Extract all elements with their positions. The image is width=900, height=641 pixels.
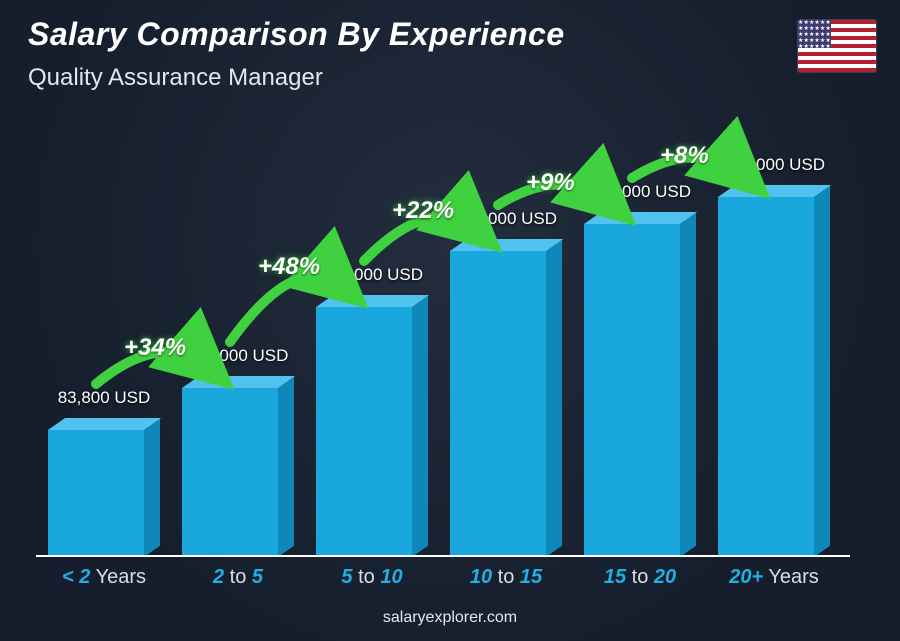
page-title: Salary Comparison By Experience [28, 16, 565, 53]
bar-value-0: 83,800 USD [58, 388, 151, 408]
bar-xlabel-0: < 2 Years [62, 566, 146, 589]
bar-4: 220,000 USD15 to 20 [584, 224, 696, 557]
delta-label-5: +8% [660, 142, 709, 170]
footer-credit: salaryexplorer.com [0, 609, 900, 627]
bar-xlabel-5: 20+ Years [729, 566, 819, 589]
bar-value-5: 238,000 USD [723, 155, 825, 175]
bar-value-3: 202,000 USD [455, 209, 557, 229]
bar-value-1: 112,000 USD [188, 346, 289, 366]
delta-label-1: +34% [124, 334, 186, 362]
salary-bar-chart: 83,800 USD< 2 Years112,000 USD2 to 5165,… [36, 110, 850, 593]
bar-xlabel-2: 5 to 10 [341, 566, 402, 589]
delta-label-3: +22% [392, 197, 454, 225]
bar-1: 112,000 USD2 to 5 [182, 388, 294, 557]
bar-3: 202,000 USD10 to 15 [450, 251, 562, 557]
delta-label-4: +9% [526, 169, 575, 197]
delta-label-2: +48% [258, 253, 320, 281]
bar-0: 83,800 USD< 2 Years [48, 430, 160, 557]
bar-xlabel-1: 2 to 5 [213, 566, 263, 589]
bar-xlabel-4: 15 to 20 [604, 566, 676, 589]
bar-xlabel-3: 10 to 15 [470, 566, 542, 589]
bar-value-2: 165,000 USD [321, 265, 423, 285]
us-flag-icon: ★★★★★★★★★★★★★★★★★★★★★★★★★★★★★★ [798, 20, 876, 72]
chart-baseline [36, 555, 850, 557]
page-subtitle: Quality Assurance Manager [28, 64, 323, 92]
infographic-stage: Salary Comparison By Experience Quality … [0, 0, 900, 641]
bar-5: 238,000 USD20+ Years [718, 197, 830, 557]
bar-2: 165,000 USD5 to 10 [316, 307, 428, 557]
bar-value-4: 220,000 USD [589, 182, 691, 202]
